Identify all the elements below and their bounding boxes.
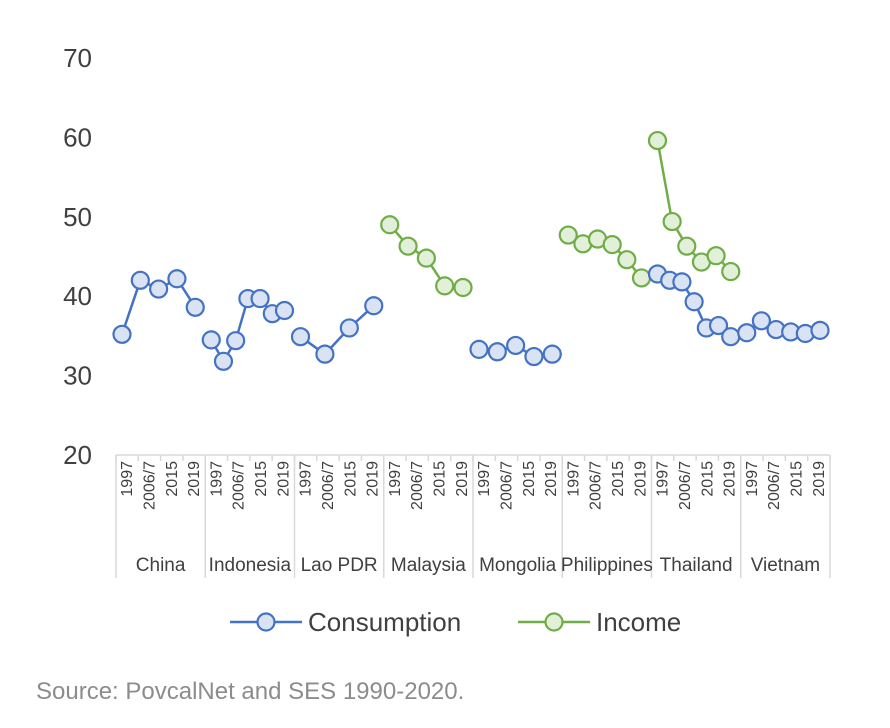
group-label: Lao PDR — [301, 555, 378, 576]
x-tick-label: 1997 — [298, 461, 315, 497]
y-tick-label: 30 — [63, 361, 92, 391]
data-point — [617, 250, 637, 270]
group-label: Thailand — [660, 555, 733, 576]
data-point — [647, 130, 668, 151]
y-tick-label: 50 — [63, 202, 92, 232]
data-point — [130, 270, 150, 290]
data-point — [416, 248, 436, 268]
data-point — [506, 335, 526, 356]
x-axis: 1997 2006/7 2015 2019 China 1997 2006/7 2015 201… — [115, 454, 831, 578]
x-tick-label: 2006/7 — [498, 461, 515, 510]
data-point — [185, 297, 205, 317]
data-point — [339, 318, 359, 338]
legend: Consumption Income — [230, 607, 681, 637]
x-tick-label: 2019 — [186, 461, 203, 497]
x-tick-label: 2015 — [253, 461, 270, 497]
data-point — [737, 323, 757, 343]
legend-label: Income — [596, 607, 681, 637]
x-tick-label: 2019 — [543, 461, 560, 497]
data-point — [672, 272, 692, 292]
data-point — [810, 320, 830, 340]
data-point — [487, 342, 507, 362]
legend-label: Consumption — [308, 607, 461, 637]
group-label: Malaysia — [391, 555, 466, 576]
y-tick-label: 20 — [63, 440, 92, 470]
data-point — [226, 331, 246, 351]
x-tick-label: 1997 — [565, 461, 582, 497]
x-tick-label: 2019 — [811, 461, 828, 497]
x-tick-label: 1997 — [208, 461, 225, 497]
x-tick-label: 1997 — [119, 461, 136, 497]
data-point — [112, 324, 132, 344]
x-tick-label: 2019 — [722, 461, 739, 497]
x-tick-label: 1997 — [387, 461, 404, 497]
data-point — [524, 346, 544, 367]
data-point — [721, 261, 741, 282]
source-note: Source: PovcalNet and SES 1990-2020. — [36, 678, 465, 705]
data-point — [684, 292, 704, 312]
plot-area — [112, 130, 830, 371]
y-tick-label: 60 — [63, 122, 92, 152]
data-point — [631, 268, 652, 288]
x-tick-label: 2019 — [454, 461, 471, 497]
group-label: Philippines — [561, 555, 653, 576]
data-point — [250, 288, 270, 309]
data-point — [677, 236, 697, 256]
x-tick-label: 2015 — [699, 461, 716, 497]
x-tick-label: 2006/7 — [320, 461, 337, 510]
data-point — [167, 269, 187, 289]
x-tick-label: 2015 — [610, 461, 627, 497]
data-point — [290, 327, 311, 347]
data-point — [274, 300, 295, 321]
x-tick-label: 1997 — [655, 461, 672, 497]
x-tick-label: 2015 — [164, 461, 181, 497]
x-tick-label: 2006/7 — [588, 461, 605, 510]
x-tick-label: 2006/7 — [141, 461, 158, 510]
data-point — [201, 330, 221, 350]
data-point — [542, 344, 562, 364]
x-tick-label: 2015 — [521, 461, 538, 497]
x-tick-label: 2006/7 — [677, 461, 694, 510]
legend-marker — [256, 612, 276, 632]
data-point — [602, 234, 622, 255]
data-point — [453, 277, 473, 298]
x-tick-label: 2006/7 — [409, 461, 426, 510]
group-label: Vietnam — [751, 555, 820, 576]
x-tick-label: 2019 — [275, 461, 292, 497]
data-point — [213, 351, 234, 371]
group-label: China — [136, 555, 186, 576]
x-tick-label: 2006/7 — [231, 461, 248, 510]
data-point — [708, 315, 729, 336]
data-point — [315, 344, 335, 364]
group-label: Indonesia — [209, 555, 292, 576]
data-point — [558, 225, 578, 245]
data-point — [149, 279, 169, 299]
y-axis: 20 30 40 50 60 70 — [63, 43, 92, 470]
x-tick-label: 2019 — [365, 461, 382, 497]
data-point — [706, 246, 726, 266]
series-line — [299, 304, 375, 356]
x-tick-label: 2015 — [789, 461, 806, 497]
x-tick-label: 2019 — [632, 461, 649, 497]
y-tick-label: 70 — [63, 43, 92, 73]
data-point — [364, 296, 384, 316]
group-label: Mongolia — [479, 555, 557, 576]
data-point — [435, 276, 455, 296]
legend-marker — [544, 612, 564, 632]
data-point — [751, 311, 772, 331]
data-point — [469, 339, 489, 359]
x-tick-label: 2006/7 — [766, 461, 783, 510]
data-point — [398, 236, 418, 256]
x-tick-label: 1997 — [476, 461, 493, 497]
data-point — [662, 211, 682, 232]
data-point — [721, 327, 741, 347]
data-point — [380, 215, 400, 235]
x-tick-label: 2015 — [342, 461, 359, 497]
x-tick-label: 2015 — [432, 461, 449, 497]
y-tick-label: 40 — [63, 281, 92, 311]
x-tick-label: 1997 — [744, 461, 761, 497]
